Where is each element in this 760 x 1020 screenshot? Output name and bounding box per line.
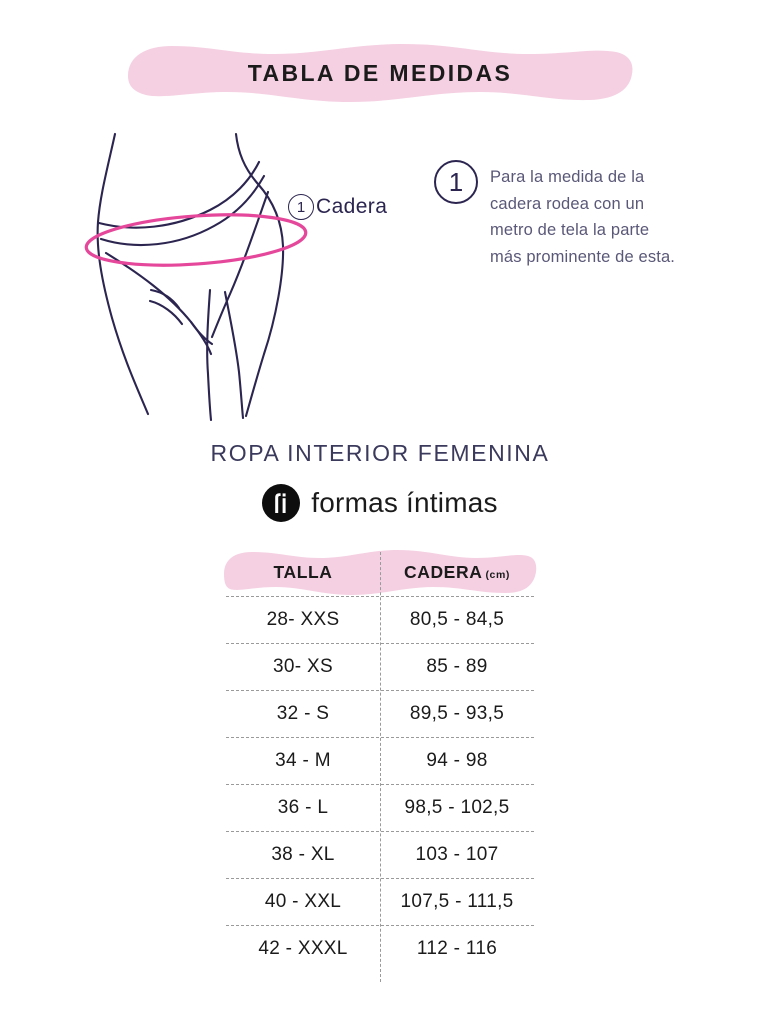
body-illustration-svg — [84, 132, 308, 422]
table-header-cadera-unit: (cm) — [485, 569, 511, 581]
cell-cadera: 80,5 - 84,5 — [409, 609, 505, 630]
cell-talla: 42 - XXXL — [258, 938, 348, 959]
cadera-callout: 1 Cadera — [288, 194, 387, 220]
cell-talla: 38 - XL — [271, 844, 335, 865]
callout-label: Cadera — [316, 195, 388, 218]
cell-cadera: 98,5 - 102,5 — [404, 797, 510, 818]
table-column-divider — [380, 552, 381, 982]
table-row: 42 - XXXL 112 - 116 — [226, 925, 534, 972]
cell-cadera: 85 - 89 — [426, 656, 488, 677]
cell-cadera: 107,5 - 111,5 — [400, 891, 514, 912]
instruction-number-badge: 1 — [434, 160, 478, 204]
section-heading: ROPA INTERIOR FEMENINA — [210, 440, 550, 466]
size-table: TALLA CADERA (cm) 28- XXS 80,5 - 84,5 30… — [224, 548, 537, 982]
instruction-block: 1 Para la medida de la cadera rodea con … — [434, 158, 680, 271]
callout-number-badge: 1 — [288, 194, 314, 220]
page-title: TABLA DE MEDIDAS — [247, 59, 513, 86]
title-banner-shape — [128, 44, 633, 102]
cell-cadera: 103 - 107 — [415, 844, 499, 865]
cell-talla: 40 - XXL — [264, 891, 342, 912]
cell-cadera: 112 - 116 — [416, 938, 498, 959]
formas-intimas-logo-icon — [262, 484, 301, 522]
cell-talla: 32 - S — [276, 703, 330, 724]
cell-talla: 28- XXS — [266, 609, 340, 630]
cell-talla: 36 - L — [277, 797, 329, 818]
instruction-text: Para la medida de la cadera rodea con un… — [490, 168, 676, 267]
title-banner: TABLA DE MEDIDAS — [124, 42, 636, 104]
cell-cadera: 94 - 98 — [426, 750, 488, 771]
body-illustration — [78, 122, 348, 422]
cell-talla: 34 - M — [275, 750, 331, 771]
table-header-talla: TALLA — [226, 548, 380, 596]
cell-cadera: 89,5 - 93,5 — [409, 703, 505, 724]
brand-name: formas íntimas — [311, 487, 498, 518]
brand-row: formas íntimas — [0, 484, 760, 522]
table-header-cadera: CADERA (cm) — [380, 548, 534, 596]
table-header-cadera-label: CADERA — [403, 561, 483, 582]
hip-measure-ellipse — [84, 213, 308, 267]
table-header-talla-label: TALLA — [273, 561, 333, 582]
cell-talla: 30- XS — [273, 656, 333, 677]
